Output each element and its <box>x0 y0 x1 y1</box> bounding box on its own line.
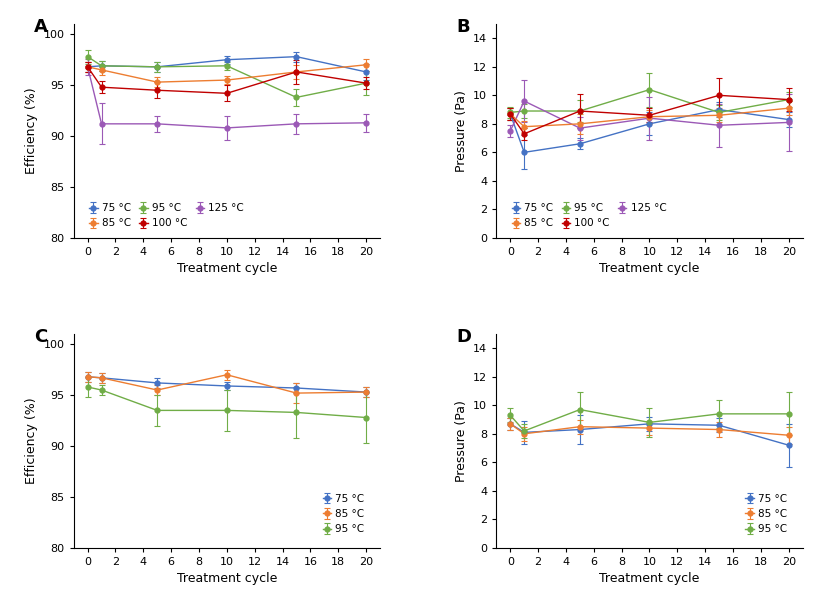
X-axis label: Treatment cycle: Treatment cycle <box>177 262 277 276</box>
Legend: 75 °C, 85 °C, 95 °C: 75 °C, 85 °C, 95 °C <box>741 489 791 538</box>
Text: B: B <box>456 17 470 36</box>
Y-axis label: Pressure (Pa): Pressure (Pa) <box>455 90 468 172</box>
Text: A: A <box>34 17 48 36</box>
X-axis label: Treatment cycle: Treatment cycle <box>177 573 277 585</box>
Y-axis label: Efficiency (%): Efficiency (%) <box>25 398 38 484</box>
Y-axis label: Pressure (Pa): Pressure (Pa) <box>455 400 468 482</box>
X-axis label: Treatment cycle: Treatment cycle <box>600 573 699 585</box>
Legend: 75 °C, 85 °C, 95 °C, 100 °C, 125 °C: 75 °C, 85 °C, 95 °C, 100 °C, 125 °C <box>508 199 671 232</box>
Legend: 75 °C, 85 °C, 95 °C: 75 °C, 85 °C, 95 °C <box>319 489 369 538</box>
X-axis label: Treatment cycle: Treatment cycle <box>600 262 699 276</box>
Y-axis label: Efficiency (%): Efficiency (%) <box>25 88 38 174</box>
Text: D: D <box>456 327 472 346</box>
Legend: 75 °C, 85 °C, 95 °C, 100 °C, 125 °C: 75 °C, 85 °C, 95 °C, 100 °C, 125 °C <box>85 199 248 232</box>
Text: C: C <box>34 327 48 346</box>
